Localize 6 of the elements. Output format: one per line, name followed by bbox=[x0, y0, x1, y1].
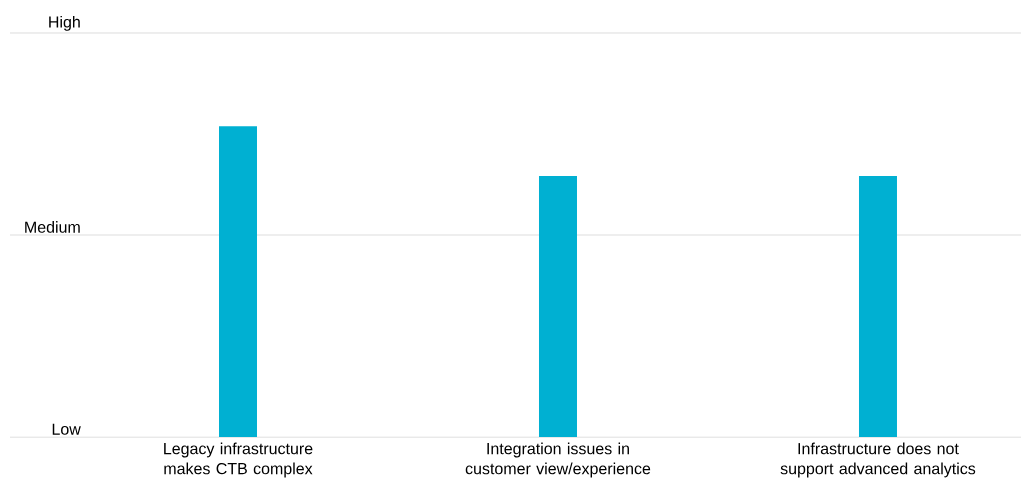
ref-line-label: High bbox=[49, 15, 80, 31]
x-tick-label: Infrastructure does not support advanced analytics bbox=[780, 442, 976, 478]
ref-line-label: Low bbox=[52, 423, 81, 435]
x-tick-label: Legacy infrastructure makes CTB complex bbox=[164, 442, 313, 478]
x-tick-label: Integration issues in customer view/experience bbox=[465, 442, 651, 478]
ref-line-label: Medium bbox=[25, 221, 80, 233]
